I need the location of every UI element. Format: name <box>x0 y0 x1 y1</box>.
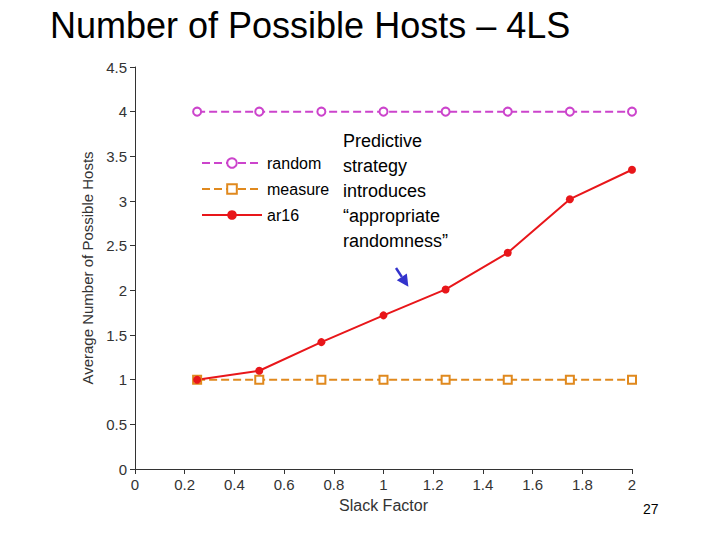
svg-text:2: 2 <box>119 282 127 299</box>
svg-text:ar16: ar16 <box>267 207 299 224</box>
svg-text:4: 4 <box>119 103 127 120</box>
svg-text:2: 2 <box>628 476 636 493</box>
svg-text:1: 1 <box>379 476 387 493</box>
svg-text:measure: measure <box>267 181 329 198</box>
svg-text:strategy: strategy <box>343 156 407 176</box>
svg-text:randomness”: randomness” <box>343 231 448 251</box>
svg-text:0.5: 0.5 <box>106 416 127 433</box>
svg-text:Slack Factor: Slack Factor <box>339 497 429 514</box>
svg-text:Average Number of Possible Hos: Average Number of Possible Hosts <box>79 151 96 384</box>
svg-text:0.8: 0.8 <box>323 476 344 493</box>
svg-text:1: 1 <box>119 371 127 388</box>
svg-text:3: 3 <box>119 193 127 210</box>
svg-text:1.8: 1.8 <box>572 476 593 493</box>
svg-text:3.5: 3.5 <box>106 148 127 165</box>
svg-text:introduces: introduces <box>343 181 426 201</box>
svg-text:1.4: 1.4 <box>472 476 493 493</box>
svg-text:0: 0 <box>119 461 127 478</box>
svg-text:0.2: 0.2 <box>174 476 195 493</box>
svg-text:random: random <box>267 155 321 172</box>
svg-text:1.5: 1.5 <box>106 327 127 344</box>
svg-text:0.4: 0.4 <box>224 476 245 493</box>
svg-text:Predictive: Predictive <box>343 131 422 151</box>
svg-text:0.6: 0.6 <box>274 476 295 493</box>
svg-text:0: 0 <box>131 476 139 493</box>
svg-text:Number of Possible Hosts – 4LS: Number of Possible Hosts – 4LS <box>50 5 570 46</box>
svg-text:“appropriate: “appropriate <box>343 206 440 226</box>
svg-text:2.5: 2.5 <box>106 237 127 254</box>
svg-text:27: 27 <box>643 501 659 517</box>
svg-text:1.2: 1.2 <box>423 476 444 493</box>
svg-text:4.5: 4.5 <box>106 59 127 76</box>
svg-text:1.6: 1.6 <box>522 476 543 493</box>
